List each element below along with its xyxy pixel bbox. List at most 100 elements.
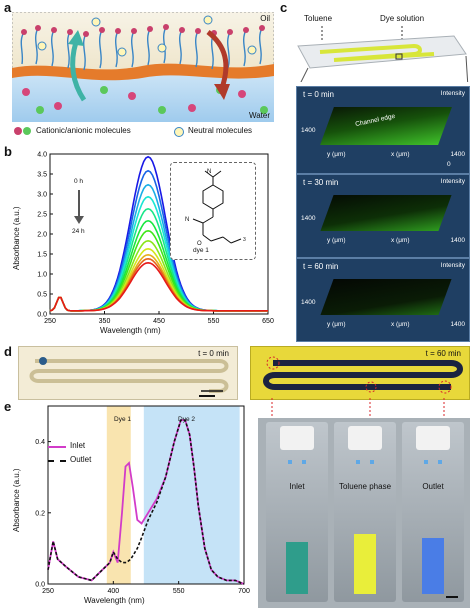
panel-a-legend: Cationic/anionic molecules Neutral molec…: [14, 126, 276, 138]
frame-1-x-axis: x (μm): [391, 237, 410, 244]
chip-t60-time: t = 60 min: [425, 349, 461, 358]
frame-1-surface: [320, 195, 452, 231]
panel-label-e: e: [4, 399, 12, 414]
chart-e-outlet-line: [47, 419, 245, 585]
frame-0-x-axis: x (μm): [391, 151, 410, 158]
chart-b-ylabel: Absorbance (a.u.): [12, 206, 21, 270]
band-dye1-label: Dye 1: [114, 416, 131, 423]
chart-e-xtick-label: 700: [238, 588, 250, 595]
dye1-label: dye 1: [193, 247, 209, 254]
frame-2-y-axis: y (μm): [327, 321, 346, 328]
chart-b-ytick-label: 1.0: [37, 272, 47, 279]
svg-text:O: O: [197, 241, 202, 247]
time-arrow-head: [74, 216, 84, 224]
legend-outlet-swatch: [48, 460, 66, 462]
band-dye1: [106, 406, 131, 584]
frame-1-intensity: Intensity: [440, 178, 465, 185]
frame-0-intensity: Intensity: [440, 90, 465, 97]
chart-b-xtick-label: 550: [208, 318, 220, 325]
time-start-label: 0 h: [74, 178, 84, 185]
anionic-marker: [23, 127, 31, 135]
vial-scale-bar: [446, 596, 458, 598]
frame-2-time: t = 60 min: [303, 262, 339, 271]
chart-b: 0.0 0.5 1.0 1.5 2.0 2.5 3.0 3.5 4.0 250 350 450 550 6…: [12, 148, 276, 338]
chart-b-ytick-label: 3.5: [37, 172, 47, 179]
legend-outlet-text: Outlet: [70, 455, 92, 464]
panel-label-d: d: [4, 344, 12, 359]
chart-b-series-line: [49, 253, 268, 312]
svg-text:N: N: [185, 217, 189, 223]
vial-toluene-label: Toluene phase: [338, 482, 392, 491]
chip-photo-t60: t = 60 min: [250, 346, 470, 400]
structure-subscript: 3: [243, 237, 246, 243]
vial-outlet-cap: [416, 426, 450, 450]
frame-2-tick-1400: 1400: [301, 299, 316, 306]
intensity-frame-1: t = 30 min Intensity 1400 y (μm) x (μm) …: [296, 174, 470, 258]
chart-b-ytick-label: 0.5: [37, 292, 47, 299]
chart-b-ytick-label: 2.0: [37, 232, 47, 239]
chip-photo-t0: t = 0 min: [18, 346, 238, 400]
chart-b-ytick-label: 4.0: [37, 152, 47, 159]
vial-toluene-liquid: [354, 534, 376, 594]
vial-toluene-mark-left: [356, 460, 360, 464]
vial-inlet-mark-right: [302, 460, 306, 464]
vial-connectors: [271, 398, 445, 416]
frame-2-x-axis: x (μm): [391, 321, 410, 328]
panel-label-a: a: [4, 0, 12, 15]
frame-1-y-axis: y (μm): [327, 237, 346, 244]
oil-label: Oil: [260, 14, 270, 23]
chart-e-svg: 0.0 0.2 0.4 250 400 550 700: [35, 405, 250, 595]
frame-1-time: t = 30 min: [303, 178, 339, 187]
vial-outlet-liquid: [422, 538, 444, 594]
device-diagram: Toluene Dye solution: [294, 2, 470, 82]
chart-b-series-line: [49, 261, 268, 312]
dye1-structure: N N O: [185, 169, 242, 247]
interface-illustration: Oil Water: [11, 11, 275, 122]
panel-label-b: b: [4, 144, 12, 159]
frame-1-tick-right: 1400: [450, 237, 465, 244]
chart-e-xlabel: Wavelength (nm): [84, 596, 145, 605]
band-dye2: [143, 406, 240, 584]
vials-photo: Inlet Toluene phase Outlet: [258, 418, 470, 608]
chart-b-xtick-label: 450: [153, 318, 165, 325]
intensity-frame-2: t = 60 min Intensity 1400 y (μm) x (μm) …: [296, 258, 470, 342]
dye-solution-label: Dye solution: [380, 14, 425, 23]
chip-t0-time: t = 0 min: [198, 349, 229, 358]
chart-b-ytick-label: 2.5: [37, 212, 47, 219]
dye1-structure-box: N N O dye 1 3: [170, 162, 256, 260]
neutral-marker: [174, 127, 184, 137]
chart-e-xtick-label: 400: [107, 588, 119, 595]
chart-b-ytick-label: 1.5: [37, 252, 47, 259]
vial-toluene-cap: [348, 426, 382, 450]
intensity-frame-0: t = 0 min Intensity Channel edge 1400 y …: [296, 86, 470, 174]
chart-b-ytick-label: 0.0: [37, 312, 47, 319]
vial-inlet-label: Inlet: [289, 482, 305, 491]
vial-outlet-label: Outlet: [422, 482, 444, 491]
vial-toluene: Toluene phase: [334, 422, 396, 602]
legend-cationic-text: Cationic/anionic molecules: [36, 126, 131, 135]
vial-outlet: Outlet: [402, 422, 464, 602]
chart-b-xtick-label: 350: [99, 318, 111, 325]
chart-e-frame: [47, 405, 245, 585]
chart-e-ylabel: Absorbance (a.u.): [12, 468, 21, 532]
frame-0-y-axis: y (μm): [327, 151, 346, 158]
band-dye2-label: Dye 2: [178, 416, 195, 423]
panel-label-c: c: [280, 0, 288, 15]
time-end-label: 24 h: [72, 228, 85, 235]
vial-inlet-liquid: [286, 542, 308, 594]
chart-e: 0.0 0.2 0.4 250 400 550 700 Wavelength (nm) Ab…: [12, 402, 252, 608]
time-arrow-shaft: [78, 190, 80, 218]
frame-1-tick-1400: 1400: [301, 215, 316, 222]
water-label: Water: [248, 111, 270, 120]
legend-neutral-text: Neutral molecules: [188, 126, 253, 135]
vial-inlet: Inlet: [266, 422, 328, 602]
frame-2-tick-right: 1400: [450, 321, 465, 328]
vial-outlet-mark-left: [424, 460, 428, 464]
legend-inlet-text: Inlet: [70, 441, 86, 450]
chart-b-xtick-label: 650: [262, 318, 274, 325]
svg-text:N: N: [207, 169, 211, 175]
vial-outlet-mark-right: [438, 460, 442, 464]
chart-b-svg: 0.0 0.5 1.0 1.5 2.0 2.5 3.0 3.5 4.0 250 350 450 550 6…: [37, 152, 274, 326]
chart-e-ytick-label: 0.4: [35, 439, 45, 446]
frame-2-surface: [320, 279, 452, 315]
